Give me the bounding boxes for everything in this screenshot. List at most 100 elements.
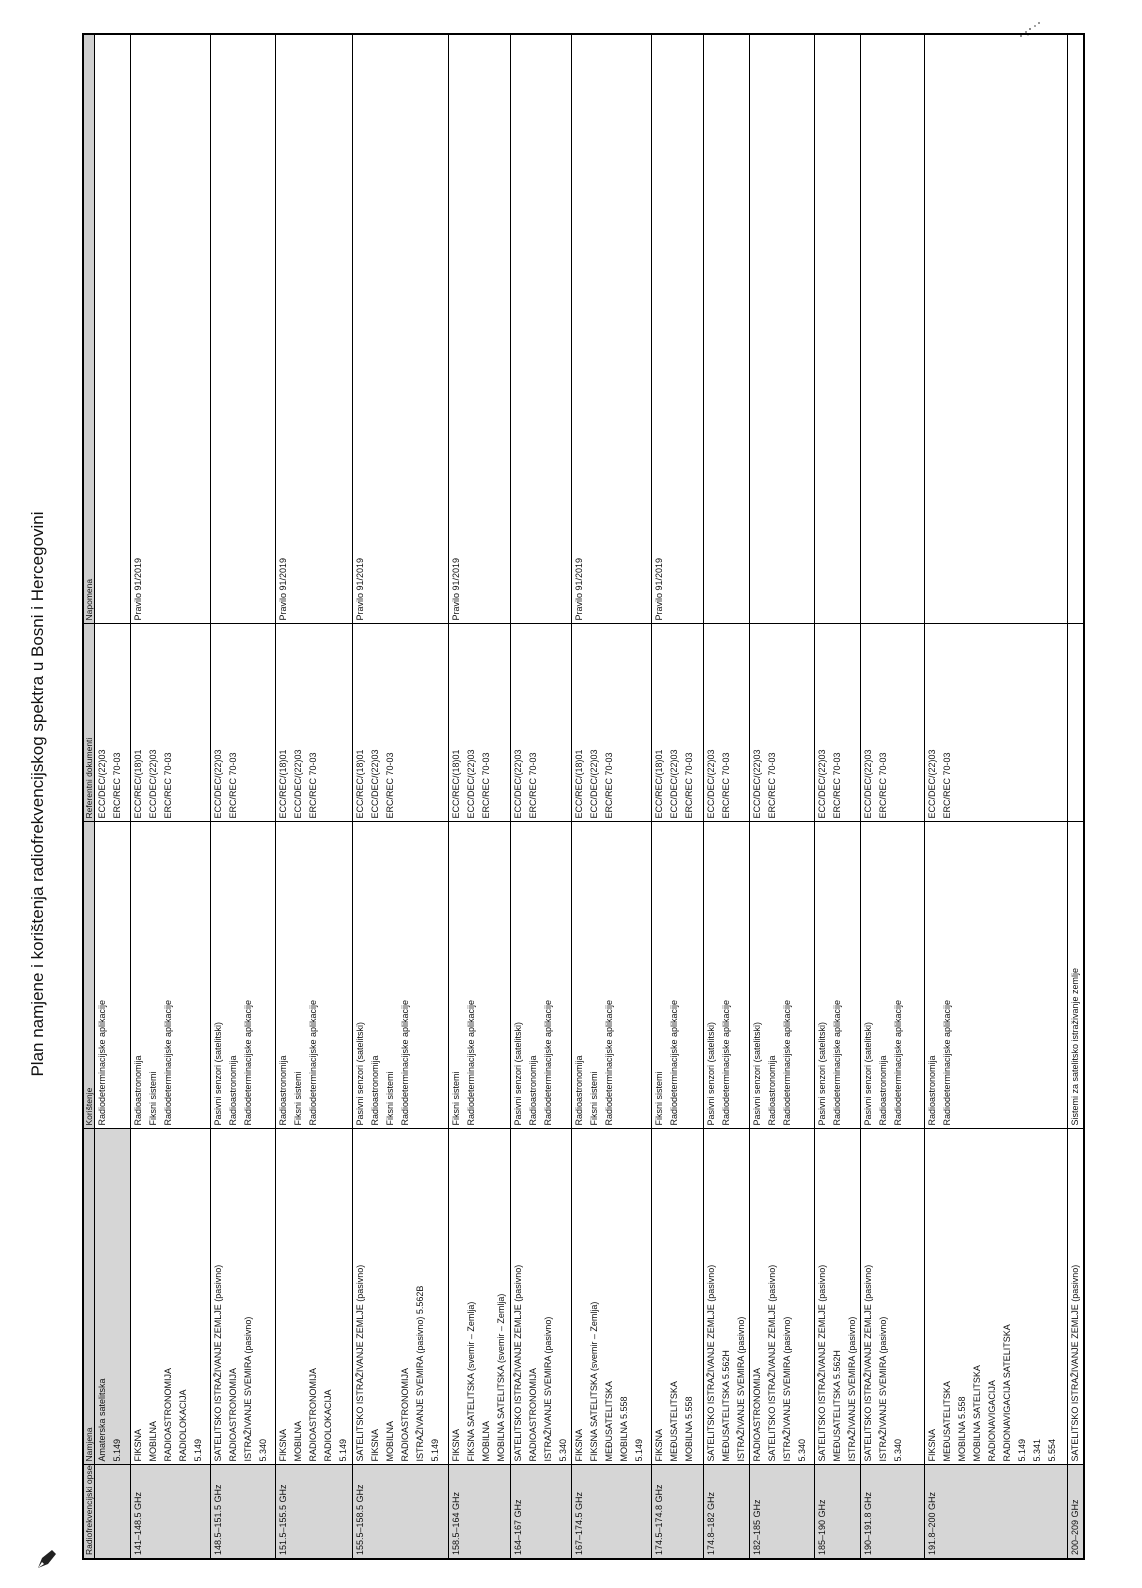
allocation-table: Radiofrekvencijski opseg Namjena Korištenj… bbox=[82, 33, 1085, 1560]
koristenje-cell: Pasivni senzori (satelitski) Radioastrono… bbox=[352, 822, 449, 1129]
cell-line: SATELITSKO ISTRAŽIVANJE ZEMLJE (pasivno) bbox=[213, 1264, 223, 1462]
cell-line: ISTRAŽIVANJE SVEMIRA (pasivno) bbox=[243, 1316, 253, 1462]
range-cell: 164–167 GHz bbox=[510, 1465, 572, 1559]
cell-line: Radiodeterminacijske aplikacije bbox=[243, 999, 253, 1126]
cell-line: Radioastronomija bbox=[228, 1055, 238, 1126]
cell-line: ERC/REC 70-03 bbox=[721, 752, 731, 819]
namjena-cell: Amaterska satelitska 5.149 bbox=[94, 1129, 131, 1465]
cell-line: MEĐUSATELITSKA 5.562H bbox=[832, 1350, 842, 1462]
cell-line: ERC/REC 70-03 bbox=[308, 752, 318, 819]
cell-line: Fiksni sistemi bbox=[293, 1071, 303, 1126]
napomena-cell: Pravilo 91/2019 bbox=[448, 34, 511, 624]
cell-line: Radiodeterminacijske aplikacije bbox=[400, 999, 410, 1126]
napomena-cell bbox=[703, 34, 750, 624]
cell-line: Radiodeterminacijske aplikacije bbox=[308, 999, 318, 1126]
cell-line: ISTRAŽIVANJE SVEMIRA (pasivno) bbox=[736, 1316, 746, 1462]
koristenje-cell: Pasivni senzori (satelitski) Radioastrono… bbox=[510, 822, 572, 1129]
range-cell: 151.5–155.5 GHz bbox=[275, 1465, 353, 1559]
cell-line: 5.149 bbox=[430, 1438, 440, 1462]
cell-line: Pasivni senzori (satelitski) bbox=[213, 1021, 223, 1126]
cell-line: RADIOASTRONOMIJA bbox=[400, 1367, 410, 1462]
dokumenti-cell: ECC/REC/(18)01 ECC/DEC/(22)03 ERC/REC 70-0… bbox=[571, 624, 652, 822]
namjena-cell: FIKSNA MEĐUSATELITSKA MOBILNA 5.558 bbox=[651, 1129, 704, 1465]
cell-line: MEĐUSATELITSKA bbox=[604, 1381, 614, 1462]
napomena-cell bbox=[210, 34, 276, 624]
cell-line: MOBILNA bbox=[148, 1420, 158, 1462]
cell-line: Pasivni senzori (satelitski) bbox=[706, 1021, 716, 1126]
table-row: 191.8–200 GHz FIKSNA MEĐUSATELITSKA MOBILNA… bbox=[924, 34, 1068, 1559]
cell-line: Amaterska satelitska bbox=[97, 1378, 107, 1462]
header-cell: Napomena bbox=[83, 34, 95, 624]
cell-line: ECC/REC/(18)01 bbox=[355, 749, 365, 819]
napomena-cell bbox=[860, 34, 925, 624]
header-row: Radiofrekvencijski opseg Namjena Korištenj… bbox=[83, 34, 95, 1559]
cell-line: Radioastronomija bbox=[528, 1055, 538, 1126]
cell-line: FIKSNA bbox=[370, 1428, 380, 1462]
napomena-cell: Pravilo 91/2019 bbox=[130, 34, 211, 624]
range-cell: 174.5–174.8 GHz bbox=[651, 1465, 704, 1559]
cell-line: ERC/REC 70-03 bbox=[604, 752, 614, 819]
cell-line: RADIOASTRONOMIJA bbox=[528, 1367, 538, 1462]
range-cell: 182–185 GHz bbox=[749, 1465, 815, 1559]
table-row: 174.5–174.8 GHz FIKSNA MEĐUSATELITSKA MOBIL… bbox=[651, 34, 704, 1559]
cell-line: Pasivni senzori (satelitski) bbox=[817, 1021, 827, 1126]
cell-line: Pasivni senzori (satelitski) bbox=[863, 1021, 873, 1126]
napomena-cell bbox=[924, 34, 1068, 624]
cell-line: Fiksni sistemi bbox=[148, 1071, 158, 1126]
napomena-cell: Pravilo 91/2019 bbox=[651, 34, 704, 624]
cell-line: ECC/DEC/(22)03 bbox=[927, 749, 937, 819]
cell-line: FIKSNA bbox=[927, 1428, 937, 1462]
cell-line: Radiodeterminacijske aplikacije bbox=[942, 999, 952, 1126]
koristenje-cell: Radioastronomija Fiksni sistemi Radiodeter… bbox=[130, 822, 211, 1129]
cell-line: Pasivni senzori (satelitski) bbox=[513, 1021, 523, 1126]
cell-line: Fiksni sistemi bbox=[654, 1071, 664, 1126]
cell-line: 5.340 bbox=[258, 1438, 268, 1462]
cell-line: Pravilo 91/2019 bbox=[355, 557, 365, 621]
cell-line: 5.341 bbox=[1032, 1438, 1042, 1462]
cell-line: Pasivni senzori (satelitski) bbox=[752, 1021, 762, 1126]
table-row: 164–167 GHz SATELITSKO ISTRAŽIVANJE ZEMLJ… bbox=[510, 34, 572, 1559]
table-row: 174.8–182 GHz SATELITSKO ISTRAŽIVANJE ZEM… bbox=[703, 34, 750, 1559]
cell-line: ERC/REC 70-03 bbox=[228, 752, 238, 819]
cell-line: RADIOLOKACIJA bbox=[178, 1389, 188, 1462]
table-row: 182–185 GHz RADIOASTRONOMIJA SATELITSKO IS… bbox=[749, 34, 815, 1559]
dokumenti-cell: ECC/DEC/(22)03 ERC/REC 70-03 bbox=[210, 624, 276, 822]
cell-line: SATELITSKO ISTRAŽIVANJE ZEMLJE (pasivno) bbox=[767, 1264, 777, 1462]
range-cell: 200–209 GHz bbox=[1067, 1465, 1084, 1559]
cell-line: ECC/DEC/(22)03 bbox=[513, 749, 523, 819]
napomena-cell bbox=[1067, 34, 1084, 624]
cell-line: FIKSNA bbox=[133, 1428, 143, 1462]
header-cell: Referentni dokumenti bbox=[83, 624, 95, 822]
document-title: Plan namjene i korištenja radiofrekvenci… bbox=[28, 511, 47, 1077]
cell-line: RADIOASTRONOMIJA bbox=[308, 1367, 318, 1462]
cell-line: Pravilo 91/2019 bbox=[451, 557, 461, 621]
cell-line: ERC/REC 70-03 bbox=[112, 752, 122, 819]
cell-line: ECC/DEC/(22)03 bbox=[817, 749, 827, 819]
cell-line: ECC/DEC/(22)03 bbox=[863, 749, 873, 819]
cell-line: ECC/REC/(18)01 bbox=[133, 749, 143, 819]
cell-line: 5.340 bbox=[893, 1438, 903, 1462]
dokumenti-cell: ECC/DEC/(22)03 ERC/REC 70-03 bbox=[814, 624, 861, 822]
cell-line: FIKSNA bbox=[654, 1428, 664, 1462]
cell-line: RADIONAVIGACIJA bbox=[987, 1380, 997, 1462]
cell-line: Pravilo 91/2019 bbox=[574, 557, 584, 621]
cell-line: FIKSNA SATELITSKA (svemir – Zemlja) bbox=[466, 1301, 476, 1462]
cell-line: 5.149 bbox=[1017, 1438, 1027, 1462]
namjena-cell: SATELITSKO ISTRAŽIVANJE ZEMLJE (pasivno)… bbox=[352, 1129, 449, 1465]
table-row: 151.5–155.5 GHz FIKSNA MOBILNA RADIOASTRONO… bbox=[275, 34, 353, 1559]
cell-line: Radioastronomija bbox=[878, 1055, 888, 1126]
namjena-cell: SATELITSKO ISTRAŽIVANJE ZEMLJE (pasivno)… bbox=[210, 1129, 276, 1465]
koristenje-cell: Pasivni senzori (satelitski) Radiodetermi… bbox=[814, 822, 861, 1129]
dokumenti-cell: ECC/DEC/(22)03 ERC/REC 70-03 bbox=[860, 624, 925, 822]
cell-line: MOBILNA 5.558 bbox=[619, 1396, 629, 1462]
table-row: 148.5–151.5 GHz SATELITSKO ISTRAŽIVANJE Z… bbox=[210, 34, 276, 1559]
range-cell: 158.5–164 GHz bbox=[448, 1465, 511, 1559]
cell-line: SATELITSKO ISTRAŽIVANJE ZEMLJE (pasivno) bbox=[863, 1264, 873, 1462]
cell-line: 5.149 bbox=[338, 1438, 348, 1462]
cell-line: ECC/DEC/(22)03 bbox=[293, 749, 303, 819]
table-row: 155.5–158.5 GHz SATELITSKO ISTRAŽIVANJE Z… bbox=[352, 34, 449, 1559]
namjena-cell: SATELITSKO ISTRAŽIVANJE ZEMLJE (pasivno)… bbox=[814, 1129, 861, 1465]
namjena-cell: FIKSNA MOBILNA RADIOASTRONOMIJA RADIOLOKACI… bbox=[130, 1129, 211, 1465]
